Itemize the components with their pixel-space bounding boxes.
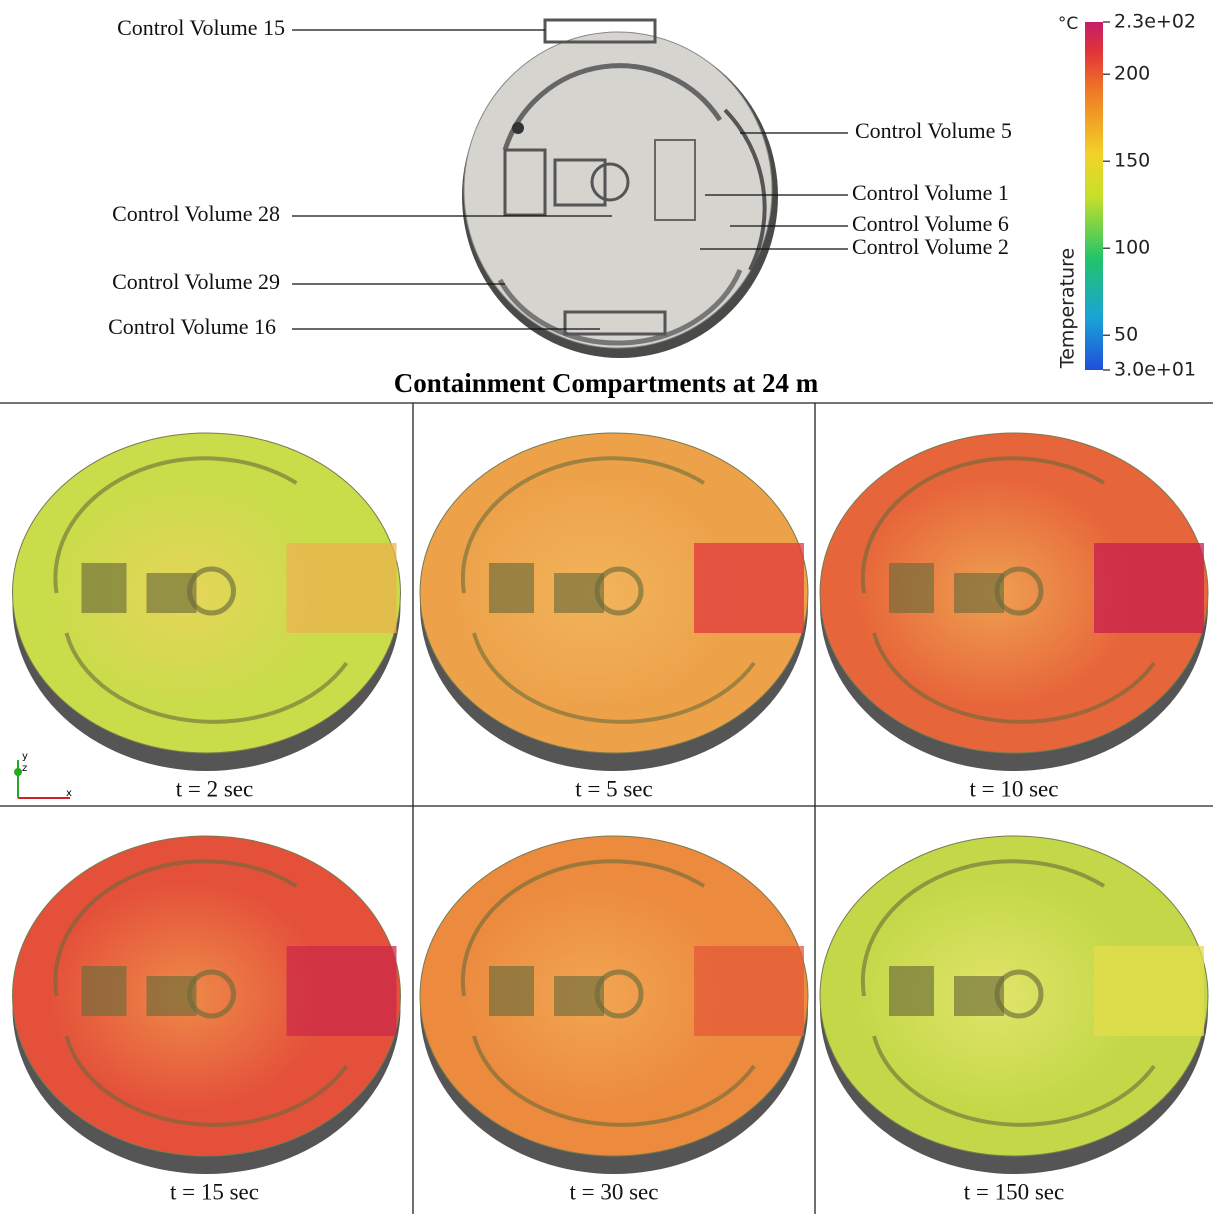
containment-disk: t = 15 sec xyxy=(12,835,401,1204)
hot-zone xyxy=(286,543,397,633)
ring-wall xyxy=(860,456,1106,594)
cv-label: Control Volume 5 xyxy=(855,118,1012,143)
cv-label: Control Volume 28 xyxy=(112,201,280,226)
containment-disk: t = 150 sec xyxy=(819,835,1209,1204)
hot-zone xyxy=(694,543,804,633)
compartment xyxy=(594,566,644,616)
disk-top xyxy=(819,835,1209,1157)
axis-label: x xyxy=(66,788,72,799)
compartment xyxy=(489,966,534,1016)
containment-disk: t = 30 sec xyxy=(419,835,809,1204)
ring-wall xyxy=(64,632,349,724)
colorbar-tick-label: 150 xyxy=(1114,150,1150,172)
time-label: t = 150 sec xyxy=(964,1179,1064,1204)
compartment xyxy=(187,566,236,616)
colorbar-tick-label: 100 xyxy=(1114,237,1150,259)
ring-wall xyxy=(872,1035,1156,1127)
compartment xyxy=(594,969,644,1019)
time-label: t = 15 sec xyxy=(170,1179,259,1204)
disk-top xyxy=(419,432,809,754)
figure-title: Containment Compartments at 24 m xyxy=(394,368,819,398)
ring-wall xyxy=(872,632,1156,724)
disk-top xyxy=(12,835,401,1157)
hot-zone xyxy=(1094,543,1204,633)
hot-zone xyxy=(286,946,397,1036)
compartment xyxy=(994,566,1044,616)
disk-top xyxy=(12,432,401,754)
colorbar-tick-label: 200 xyxy=(1114,63,1150,85)
cv-label: Control Volume 29 xyxy=(112,269,280,294)
compartment xyxy=(81,966,127,1016)
disk-top xyxy=(419,835,809,1157)
containment-disk: t = 2 sec xyxy=(12,432,401,801)
cv-label: Control Volume 6 xyxy=(852,211,1009,236)
compartment xyxy=(889,966,934,1016)
colorbar-tick-label: 50 xyxy=(1114,324,1138,346)
plan-diagram xyxy=(462,18,778,358)
ring-wall xyxy=(53,859,298,997)
time-label: t = 10 sec xyxy=(970,776,1059,801)
ring-wall xyxy=(460,456,706,594)
colorbar xyxy=(1085,22,1103,370)
colorbar-unit: °C xyxy=(1058,14,1078,34)
compartment xyxy=(187,969,236,1019)
axes-triad: y z x xyxy=(14,751,72,799)
ring-wall xyxy=(472,1035,756,1127)
cv-label: Control Volume 2 xyxy=(852,234,1009,259)
hot-zone xyxy=(1094,946,1204,1036)
ring-wall xyxy=(53,456,298,594)
ring-wall xyxy=(860,859,1106,997)
ring-wall xyxy=(472,632,756,724)
colorbar-label: Temperature xyxy=(1057,248,1079,369)
ring-wall xyxy=(64,1035,349,1127)
axis-label: z xyxy=(22,763,27,774)
colorbar-tick-label: 3.0e+01 xyxy=(1114,359,1196,381)
compartment xyxy=(994,969,1044,1019)
colorbar-tick-label: 2.3e+02 xyxy=(1114,11,1196,33)
compartment xyxy=(489,563,534,613)
compartment xyxy=(81,563,127,613)
containment-disk: t = 10 sec xyxy=(819,432,1209,801)
disk-top xyxy=(819,432,1209,754)
leader-lines xyxy=(292,29,848,330)
ring-wall xyxy=(460,859,706,997)
time-label: t = 30 sec xyxy=(570,1179,659,1204)
cv-label: Control Volume 16 xyxy=(108,314,276,339)
time-label: t = 5 sec xyxy=(575,776,652,801)
panels: t = 2 sec t = 5 sec t = 10 sec t = 15 sec t … xyxy=(12,432,1209,1204)
hot-zone xyxy=(694,946,804,1036)
cv-label: Control Volume 1 xyxy=(852,180,1009,205)
containment-disk: t = 5 sec xyxy=(419,432,809,801)
compartment xyxy=(889,563,934,613)
cv-label: Control Volume 15 xyxy=(117,15,285,40)
axis-label: y xyxy=(22,751,28,762)
time-label: t = 2 sec xyxy=(176,776,253,801)
